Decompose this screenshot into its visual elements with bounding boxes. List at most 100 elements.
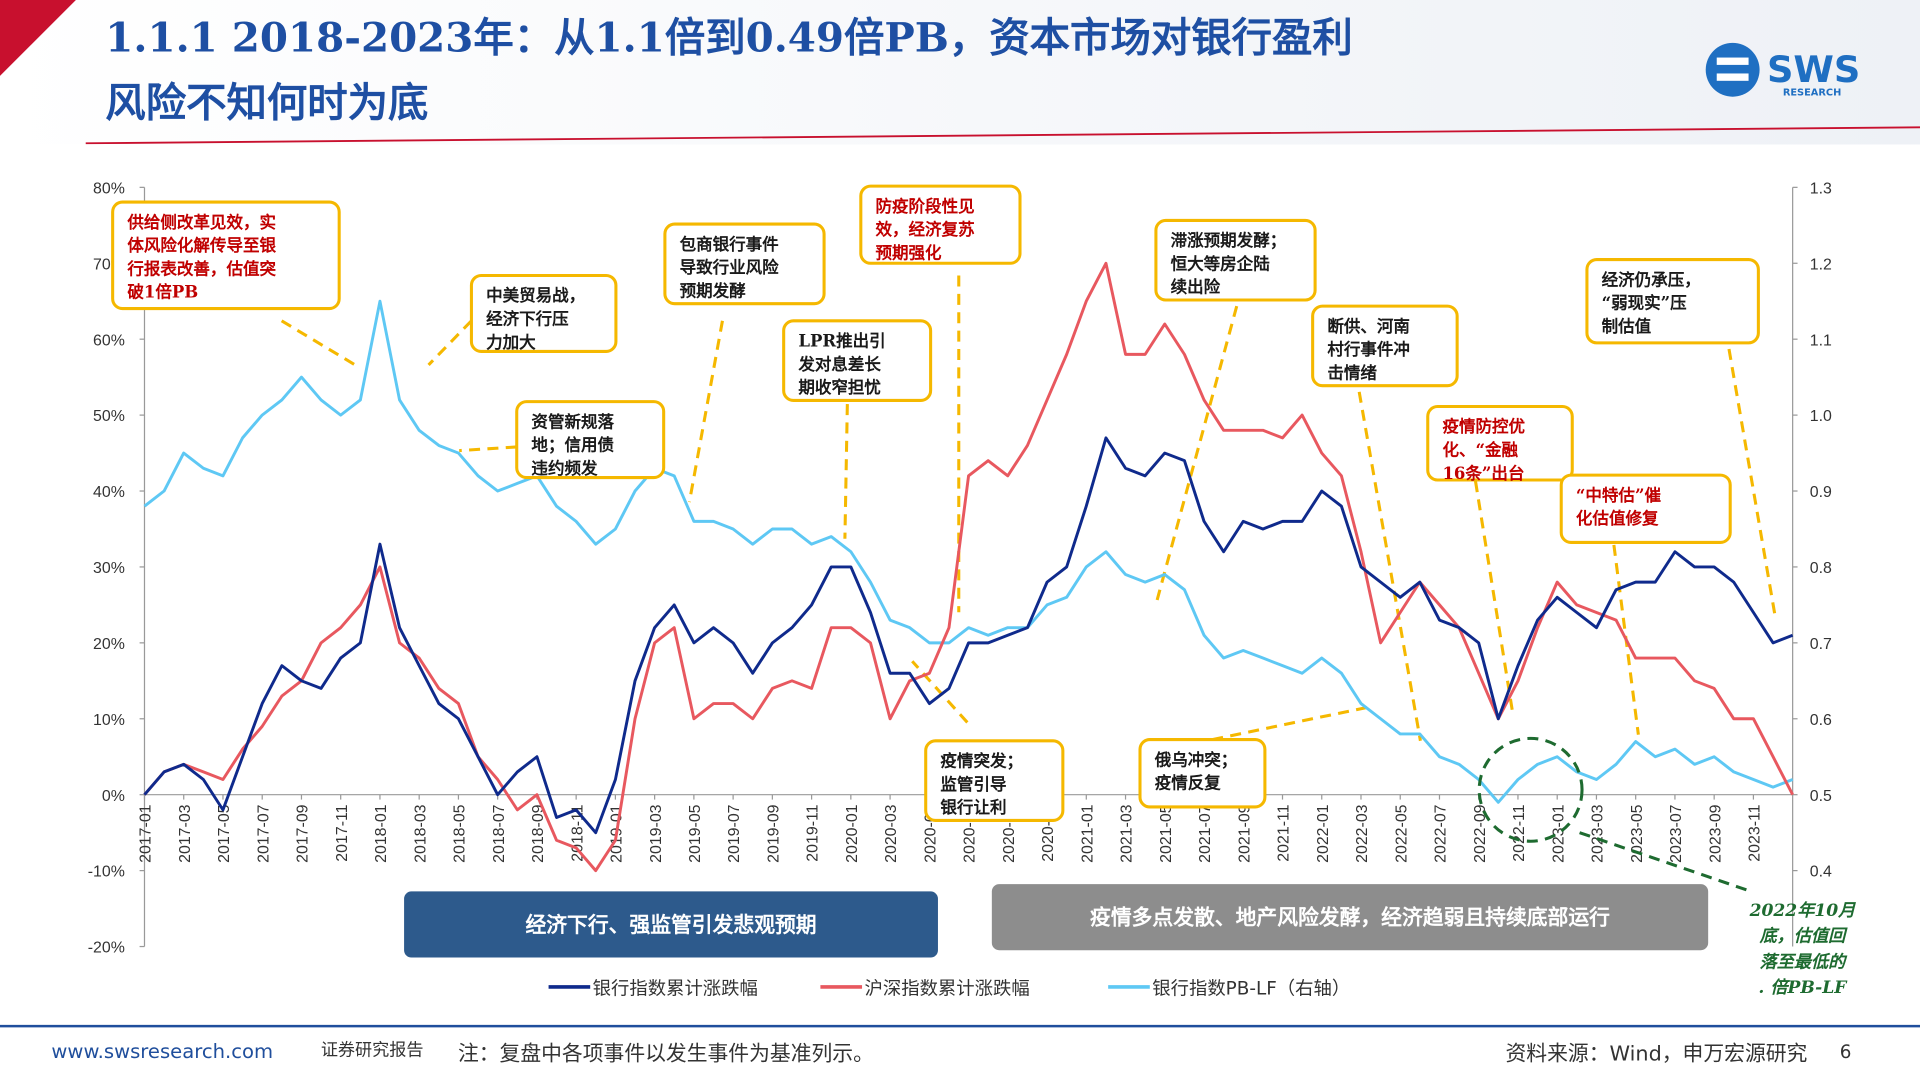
x-tick-label: 2018-09 — [530, 804, 547, 863]
annotation-box — [1426, 405, 1574, 482]
annotation-text: 破1倍PB — [127, 282, 198, 302]
series-line — [143, 299, 1794, 804]
footer-site: www.swsresearch.com — [51, 1040, 273, 1063]
footer-note: 注：复盘中各项事件以发生事件为基准列示。 — [458, 1041, 874, 1065]
x-tick-label: 2023-03 — [1590, 804, 1607, 863]
connector — [1155, 305, 1239, 601]
annotation-text: 效，经济复苏 — [876, 219, 976, 239]
annotation-text: 制估值 — [1602, 316, 1652, 336]
legend-label: 沪深指数累计涨跌幅 — [864, 978, 1029, 999]
connector — [427, 319, 473, 366]
y-tick-label: 60% — [93, 332, 125, 349]
x-tick-label: 2017-09 — [295, 804, 312, 863]
annotation-box — [1585, 258, 1760, 345]
annotation-text: 防疫阶段性见 — [876, 196, 975, 216]
annotation-text: 化、“金融 — [1442, 440, 1518, 460]
y-tick-label: 30% — [93, 560, 125, 577]
x-tick-label: 2018-01 — [373, 804, 390, 863]
header-rule — [85, 126, 1920, 145]
annotation-text: 经济仍承压， — [1602, 269, 1701, 289]
y2-tick-label: 0.4 — [1810, 864, 1832, 881]
callout-text: 底，估值回 — [1759, 927, 1848, 947]
annotation-text: 经济下行压 — [486, 308, 569, 328]
title-line: 1.1.1 2018-2023年：从1.1倍到0.49倍PB，资本市场对银行盈利 — [105, 13, 1353, 61]
header-corner — [0, 0, 76, 76]
x-tick-label: 2022-03 — [1354, 804, 1371, 863]
x-tick-label: 2022-07 — [1433, 804, 1450, 863]
series-line — [143, 436, 1794, 835]
annotation-text: 疫情突发； — [940, 751, 1023, 771]
annotation-text: 体风险化解传导至银 — [127, 235, 276, 255]
x-tick-label: 2022-05 — [1393, 804, 1410, 863]
annotation-text: 村行事件冲 — [1327, 339, 1410, 359]
annotation-text: 银行让利 — [940, 797, 1006, 817]
annotation-box — [1154, 218, 1317, 302]
annotation-text: 期收窄担忧 — [798, 377, 881, 397]
logo-stripe — [1716, 73, 1749, 81]
annotation-text: 导致行业风险 — [680, 257, 780, 277]
annotation-text: LPR推出引 — [798, 331, 885, 351]
x-tick-label: 2019-11 — [805, 804, 822, 861]
annotation-text: 地；信用债 — [531, 435, 614, 455]
y2-tick-label: 0.5 — [1810, 788, 1832, 805]
annotation-text: 供给侧改革见效，实 — [126, 212, 276, 232]
x-tick-label: 2017-05 — [216, 804, 233, 863]
legend-label: 银行指数PB-LF（右轴） — [1152, 978, 1350, 999]
annotation-text: 监管引导 — [940, 774, 1006, 794]
y-tick-label: -20% — [88, 940, 125, 957]
connector — [1473, 480, 1514, 711]
y2-tick-label: 1.3 — [1810, 180, 1832, 197]
x-tick-label: 2017-07 — [255, 804, 272, 863]
x-tick-label: 2019-05 — [687, 804, 704, 863]
annotation-box — [859, 184, 1022, 265]
annotation-box — [663, 222, 826, 306]
y2-tick-label: 1.0 — [1810, 408, 1832, 425]
connector — [280, 319, 356, 367]
x-tick-label: 2023-05 — [1629, 804, 1646, 863]
y-tick-label: 50% — [93, 408, 125, 425]
x-tick-label: 2018-07 — [491, 804, 508, 863]
y-tick-label: 80% — [93, 180, 125, 197]
annotation-box — [782, 319, 933, 402]
x-tick-label: 2019-03 — [648, 804, 665, 863]
annotation-text: 包商银行事件 — [680, 234, 780, 254]
callout-circle — [1477, 736, 1584, 843]
x-tick-label: 2021-03 — [1119, 804, 1136, 863]
annotation-box — [515, 400, 666, 480]
annotation-text: 断供、河南 — [1327, 316, 1410, 336]
annotation-text: 疫情防控优 — [1442, 416, 1525, 436]
y-tick-label: 20% — [93, 636, 125, 653]
footer-source: 资料来源：Wind，申万宏源研究 — [1506, 1041, 1808, 1065]
annotation-box — [1311, 304, 1459, 388]
x-tick-label: 2022-11 — [1511, 804, 1528, 861]
annotation-text: 违约频发 — [531, 458, 598, 478]
annotation-text: 疫情反复 — [1155, 773, 1222, 793]
x-tick-label: 2022-01 — [1315, 804, 1332, 863]
legend-label: 银行指数累计涨跌幅 — [593, 978, 758, 999]
logo-sub: RESEARCH — [1783, 88, 1841, 99]
x-tick-label: 2023-09 — [1707, 804, 1724, 863]
x-tick-label: 2019-09 — [765, 804, 782, 863]
y-tick-label: 0% — [102, 788, 125, 805]
y-tick-label: -10% — [88, 864, 125, 881]
x-tick-label: 2021-05 — [1158, 804, 1175, 863]
x-tick-label: 2017-03 — [177, 804, 194, 863]
x-tick-label: 2023-11 — [1747, 804, 1764, 861]
annotation-text: 预期发酵 — [680, 280, 747, 300]
annotation-text: 发对息差长 — [797, 354, 881, 374]
x-tick-label: 2021-07 — [1197, 804, 1214, 863]
annotation-text: 恒大等房企陆 — [1171, 253, 1271, 273]
header-bg — [0, 0, 1920, 145]
y2-tick-label: 0.7 — [1810, 636, 1832, 653]
x-tick-label: 2019-07 — [726, 804, 743, 863]
connector — [459, 445, 517, 453]
connector — [1357, 391, 1422, 742]
callout-line — [1579, 831, 1752, 893]
annotation-box — [1138, 738, 1267, 809]
connector — [1211, 705, 1372, 742]
y2-tick-label: 0.9 — [1810, 484, 1832, 501]
annotation-text: 化估值修复 — [1576, 508, 1659, 528]
connector — [911, 660, 969, 724]
title-line: 风险不知何时为底 — [105, 78, 428, 126]
